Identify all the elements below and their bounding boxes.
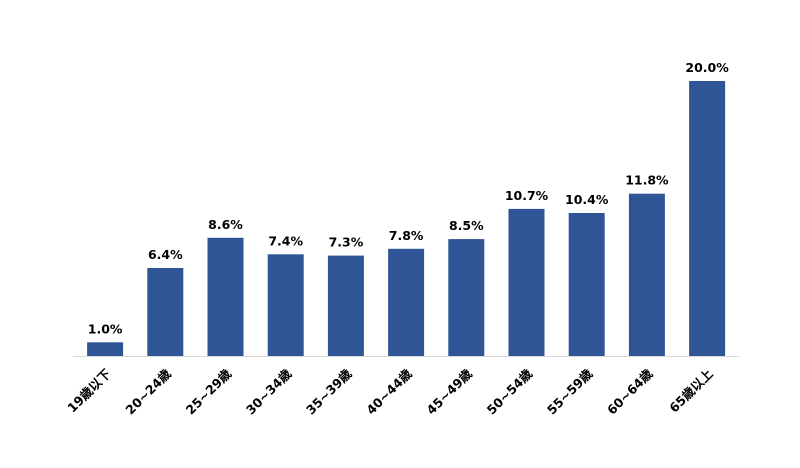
bar-4 [327, 255, 364, 356]
data-label-8: 10.4% [565, 192, 609, 207]
bars [87, 81, 726, 357]
tick-label-3: 30~34歳 [243, 366, 295, 418]
tick-label-4: 35~39歳 [303, 366, 355, 418]
data-label-2: 8.6% [208, 217, 243, 232]
bar-9 [628, 193, 665, 356]
tick-label-9: 60~64歳 [604, 366, 656, 418]
bar-10 [689, 81, 726, 356]
data-label-5: 7.8% [389, 228, 424, 243]
data-label-0: 1.0% [88, 321, 123, 336]
bar-2 [207, 237, 244, 357]
tick-label-7: 50~54歳 [484, 366, 536, 418]
bar-7 [508, 208, 545, 356]
tick-label-5: 40~44歳 [363, 366, 415, 418]
bar-5 [388, 248, 425, 357]
data-labels: 1.0% 6.4% 8.6% 7.4% 7.3% 7.8% 8.5% 10.7% 10.4% 11… [88, 60, 729, 336]
bar-0 [87, 342, 124, 357]
tick-label-8: 55~59歳 [544, 366, 596, 418]
data-label-7: 10.7% [505, 188, 549, 203]
data-label-10: 20.0% [685, 60, 729, 75]
category-tick-labels: 19歳以下 20~24歳 25~29歳 30~34歳 35~39歳 40~44歳 45~49… [64, 366, 716, 418]
bar-1 [147, 268, 184, 356]
tick-label-10: 65歳以上 [666, 366, 716, 416]
bar-8 [568, 213, 605, 356]
data-label-1: 6.4% [148, 247, 183, 262]
tick-label-6: 45~49歳 [423, 366, 475, 418]
data-label-4: 7.3% [329, 235, 364, 250]
tick-label-1: 20~24歳 [122, 366, 174, 418]
tick-label-0: 19歳以下 [64, 366, 114, 416]
bar-3 [267, 254, 304, 357]
bar-6 [448, 239, 485, 356]
tick-label-2: 25~29歳 [183, 366, 235, 418]
data-label-9: 11.8% [625, 173, 669, 188]
data-label-3: 7.4% [268, 233, 303, 248]
data-label-6: 8.5% [449, 218, 484, 233]
